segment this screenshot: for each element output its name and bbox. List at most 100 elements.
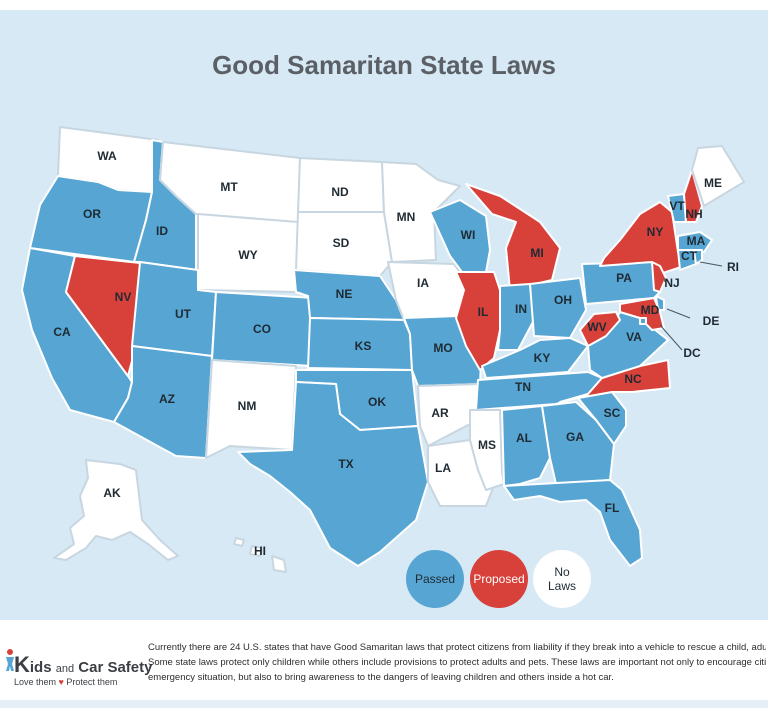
state-label-la: LA — [435, 461, 451, 475]
legend-passed: Passed — [406, 550, 464, 608]
state-label-wy: WY — [238, 248, 257, 262]
state-label-id: ID — [156, 224, 168, 238]
state-nm — [205, 359, 297, 459]
state-label-mi: MI — [530, 246, 543, 260]
state-label-me: ME — [704, 176, 722, 190]
state-label-nv: NV — [115, 290, 132, 304]
legend-proposed-label: Proposed — [473, 572, 525, 586]
child-figure-icon — [6, 649, 14, 671]
legend-no-laws-label: No Laws — [548, 565, 576, 593]
state-label-nm: NM — [238, 399, 257, 413]
state-label-mo: MO — [433, 341, 452, 355]
logo-k: K — [14, 652, 30, 677]
state-label-in: IN — [515, 302, 527, 316]
state-label-sd: SD — [333, 236, 350, 250]
leader-lines — [659, 261, 723, 351]
logo-and: and — [55, 663, 75, 675]
footer-line-1: Currently there are 24 U.S. states that … — [148, 642, 766, 653]
legend-no-laws: No Laws — [533, 550, 591, 608]
state-label-va: VA — [626, 330, 642, 344]
state-label-al: AL — [516, 431, 532, 445]
state-ri — [693, 249, 703, 265]
state-ak — [53, 459, 179, 561]
footer-line-2: Some state laws protect only children wh… — [148, 657, 766, 668]
tagline-left: Love them — [14, 677, 57, 687]
state-label-hi: HI — [254, 544, 266, 558]
logo-tagline: Love them ♥ Protect them — [14, 677, 117, 687]
state-in — [497, 283, 535, 351]
state-nj — [651, 261, 667, 293]
state-labels-layer: WA OR CA ID NV MT WY UT AZ CO NM ND SD NE KS OK TX MN IA MO… — [53, 149, 739, 558]
state-label-ms: MS — [478, 438, 496, 452]
logo-car-safety: Car Safety — [78, 659, 153, 676]
state-label-vt: VT — [669, 199, 685, 213]
state-label-mt: MT — [220, 180, 238, 194]
state-label-ky: KY — [534, 351, 551, 365]
state-ky — [481, 337, 589, 379]
state-dc — [639, 317, 647, 325]
state-label-ga: GA — [566, 430, 584, 444]
state-label-ar: AR — [431, 406, 449, 420]
bottom-strip — [0, 700, 768, 708]
logo-wordmark: Kids and Car Safety — [14, 652, 152, 678]
state-label-nc: NC — [624, 372, 642, 386]
legend-no-laws-line2: Laws — [547, 579, 576, 593]
state-label-pa: PA — [616, 271, 632, 285]
state-label-wa: WA — [97, 149, 117, 163]
state-nc — [559, 359, 671, 403]
state-nh — [683, 169, 703, 223]
state-label-wi: WI — [461, 228, 476, 242]
state-label-tn: TN — [515, 380, 531, 394]
state-al — [501, 405, 551, 487]
state-md — [619, 297, 665, 331]
state-oh — [529, 277, 587, 339]
state-ms — [469, 409, 505, 491]
state-label-il: IL — [478, 305, 489, 319]
footer-description: Currently there are 24 U.S. states that … — [148, 640, 766, 685]
state-label-ne: NE — [336, 287, 353, 301]
state-ma — [677, 231, 713, 253]
legend-no-laws-line1: No — [554, 565, 570, 579]
state-label-dc: DC — [683, 346, 701, 360]
heart-icon: ♥ — [58, 677, 64, 687]
state-sd — [295, 211, 393, 277]
state-ia — [387, 261, 469, 321]
state-label-ri: RI — [727, 260, 739, 274]
state-label-tx: TX — [338, 457, 353, 471]
state-label-fl: FL — [605, 501, 620, 515]
legend-passed-label: Passed — [414, 572, 456, 586]
state-me — [691, 145, 745, 207]
footer-line-3: emergency situation, but also to bring a… — [148, 672, 614, 683]
state-fl — [503, 479, 643, 567]
state-label-ny: NY — [647, 225, 664, 239]
state-label-nh: NH — [685, 207, 702, 221]
state-label-ok: OK — [368, 395, 386, 409]
state-label-md: MD — [641, 303, 660, 317]
states-layer — [21, 126, 745, 573]
state-label-ia: IA — [417, 276, 429, 290]
state-label-sc: SC — [604, 406, 621, 420]
legend-proposed: Proposed — [470, 550, 528, 608]
kids-and-car-safety-logo: Kids and Car Safety Love them ♥ Protect … — [0, 640, 152, 690]
state-label-ak: AK — [103, 486, 121, 500]
state-label-mn: MN — [397, 210, 416, 224]
state-ga — [541, 401, 615, 485]
state-label-wv: WV — [587, 320, 606, 334]
state-tx — [237, 381, 429, 567]
state-label-ca: CA — [53, 325, 71, 339]
state-wi — [429, 199, 491, 273]
state-label-ut: UT — [175, 307, 192, 321]
state-label-or: OR — [83, 207, 101, 221]
state-label-co: CO — [253, 322, 271, 336]
logo-ids: ids — [29, 659, 52, 676]
state-label-nd: ND — [331, 185, 349, 199]
state-wv — [579, 311, 621, 347]
state-label-de: DE — [703, 314, 720, 328]
state-label-nj: NJ — [664, 276, 679, 290]
state-hi — [233, 537, 287, 573]
state-label-az: AZ — [159, 392, 175, 406]
map-title: Good Samaritan State Laws — [212, 50, 556, 80]
state-label-oh: OH — [554, 293, 572, 307]
state-label-ct: CT — [681, 249, 698, 263]
